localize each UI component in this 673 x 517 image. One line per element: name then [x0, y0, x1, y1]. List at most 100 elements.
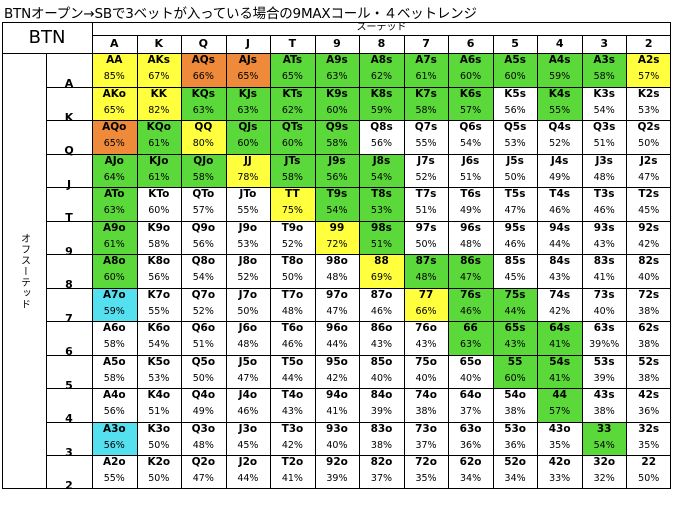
hand-cell: K5o: [136, 354, 182, 370]
equity-cell: 35%: [626, 436, 671, 456]
hand-cell: KK: [136, 86, 182, 102]
hand-cell: 99: [314, 220, 360, 236]
hand-cell: Q9o: [181, 220, 226, 236]
equity-cell: 43%: [403, 336, 449, 355]
equity-cell: 59%: [359, 101, 404, 121]
equity-cell: 60%: [136, 202, 182, 221]
hand-cell: 73o: [403, 421, 449, 437]
equity-cell: 85%: [92, 68, 137, 87]
equity-cell: 54%: [314, 202, 360, 221]
equity-cell: 43%: [270, 403, 315, 422]
equity-cell: 35%: [403, 470, 449, 489]
hand-cell: 82s: [626, 254, 671, 270]
hand-cell: 66: [448, 321, 493, 337]
column-header: 7: [422, 37, 430, 50]
hand-cell: 62o: [448, 455, 493, 471]
row-header: 8: [65, 278, 73, 292]
equity-cell: 39%%: [581, 336, 627, 355]
hand-cell: 65s: [492, 321, 538, 337]
equity-cell: 53%: [626, 101, 671, 121]
equity-cell: 37%: [448, 403, 493, 422]
equity-cell: 49%: [537, 168, 582, 188]
equity-cell: 43%: [359, 336, 404, 355]
equity-cell: 64%: [92, 168, 137, 188]
hand-cell: KTo: [136, 187, 182, 203]
hand-cell: AA: [92, 53, 137, 68]
hand-cell: K9o: [136, 220, 182, 236]
equity-cell: 62%: [359, 68, 404, 87]
hand-cell: 98o: [314, 254, 360, 270]
hand-cell: 88: [359, 254, 404, 270]
hand-cell: J9s: [314, 153, 360, 169]
equity-cell: 65%: [92, 135, 137, 154]
hand-cell: A4s: [537, 53, 582, 68]
equity-cell: 54%: [181, 269, 226, 288]
equity-cell: 38%: [403, 403, 449, 422]
hand-cell: J5o: [225, 354, 271, 370]
equity-cell: 53%: [359, 202, 404, 221]
equity-cell: 36%: [448, 436, 493, 456]
row-header: J: [66, 177, 72, 191]
equity-cell: 37%: [359, 470, 404, 489]
equity-cell: 56%: [359, 135, 404, 154]
hand-cell: QJo: [181, 153, 226, 169]
equity-cell: 47%: [314, 302, 360, 322]
page-title: BTNオープン→SBで3ベットが入っている場合の9MAXコール・４ベットレンジ: [4, 6, 477, 22]
equity-cell: 52%: [225, 269, 271, 288]
hand-cell: AQs: [181, 53, 226, 68]
equity-cell: 41%: [314, 403, 360, 422]
equity-cell: 47%: [181, 470, 226, 489]
equity-cell: 56%: [492, 101, 538, 121]
column-header: A: [110, 37, 119, 50]
row-header: T: [65, 211, 73, 225]
hand-cell: 86s: [448, 254, 493, 270]
equity-cell: 51%: [581, 135, 627, 154]
grid-line: [46, 120, 671, 122]
column-header: J: [245, 37, 250, 50]
equity-cell: 50%: [270, 269, 315, 288]
hand-cell: T7o: [270, 287, 315, 303]
equity-cell: 56%: [92, 436, 137, 456]
hand-cell: KQs: [181, 86, 226, 102]
row-header: 7: [65, 311, 73, 325]
equity-cell: 66%: [403, 302, 449, 322]
equity-cell: 54%: [581, 101, 627, 121]
equity-cell: 51%: [403, 202, 449, 221]
equity-cell: 34%: [492, 470, 538, 489]
hand-cell: J8o: [225, 254, 271, 270]
hand-cell: 73s: [581, 287, 627, 303]
hand-cell: 85s: [492, 254, 538, 270]
equity-cell: 38%: [626, 302, 671, 322]
grid-border: [2, 22, 671, 23]
equity-cell: 40%: [448, 369, 493, 389]
hand-cell: 84o: [359, 388, 404, 404]
hand-cell: K5s: [492, 86, 538, 102]
grid-line: [46, 86, 671, 88]
equity-cell: 50%: [181, 369, 226, 389]
grid-line: [2, 53, 671, 54]
equity-cell: 42%: [626, 235, 671, 255]
equity-cell: 44%: [492, 302, 538, 322]
equity-cell: 59%: [92, 302, 137, 322]
grid-line: [270, 35, 272, 489]
grid-line: [46, 321, 671, 323]
hand-cell: 72s: [626, 287, 671, 303]
equity-cell: 60%: [314, 101, 360, 121]
equity-cell: 54%: [359, 168, 404, 188]
equity-cell: 60%: [492, 369, 538, 389]
hand-cell: 64o: [448, 388, 493, 404]
hand-cell: 64s: [537, 321, 582, 337]
grid-line: [626, 35, 628, 489]
equity-cell: 48%: [581, 168, 627, 188]
grid-line: [46, 187, 671, 189]
hand-cell: Q6o: [181, 321, 226, 337]
equity-cell: 56%: [181, 235, 226, 255]
hand-cell: AJs: [225, 53, 271, 68]
hand-cell: K4s: [537, 86, 582, 102]
corner-label: BTN: [28, 27, 66, 48]
equity-cell: 54%: [448, 135, 493, 154]
equity-cell: 40%: [403, 369, 449, 389]
hand-cell: 32s: [626, 421, 671, 437]
hand-cell: 87o: [359, 287, 404, 303]
hand-cell: Q3s: [581, 120, 627, 136]
